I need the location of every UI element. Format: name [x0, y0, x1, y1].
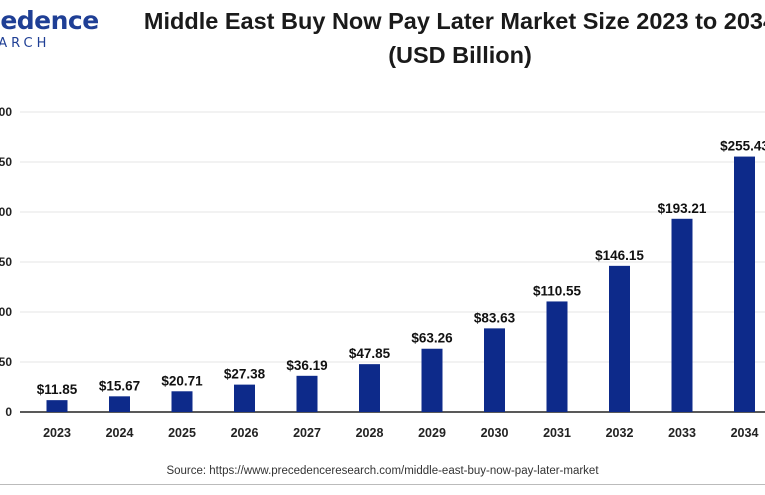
bar	[296, 375, 318, 412]
bar-value-label: $11.85	[37, 382, 78, 397]
y-tick-label: 300	[0, 105, 12, 119]
source-note: Source: https://www.precedenceresearch.c…	[166, 465, 599, 477]
bar-value-label: $47.85	[349, 346, 391, 361]
x-tick-label: 2023	[43, 426, 71, 440]
bar	[734, 156, 755, 412]
x-tick-label: 2026	[231, 426, 259, 440]
x-tick-label: 2033	[668, 426, 696, 440]
bar-value-label: $110.55	[533, 283, 582, 298]
bar	[609, 265, 630, 412]
bar	[109, 396, 130, 412]
bar-value-label: $63.26	[411, 331, 453, 346]
bar	[46, 400, 68, 412]
bar-value-label: $83.63	[474, 310, 516, 325]
y-tick-label: 100	[0, 305, 12, 319]
y-tick-label: 200	[0, 205, 12, 219]
bar	[359, 364, 380, 412]
bar-value-label: $193.21	[658, 201, 707, 216]
x-tick-label: 2025	[168, 426, 196, 440]
bar-value-label: $27.38	[224, 367, 266, 382]
bar-value-label: $20.71	[161, 373, 203, 388]
x-tick-label: 2030	[481, 426, 509, 440]
bar	[671, 218, 693, 412]
logo-word-top: cedence	[0, 6, 99, 35]
x-tick-label: 2031	[543, 426, 571, 440]
x-tick-label: 2028	[356, 426, 384, 440]
x-tick-label: 2034	[731, 426, 759, 440]
y-tick-label: 150	[0, 255, 12, 269]
y-tick-label: 250	[0, 155, 12, 169]
bar-value-label: $255.43	[720, 139, 765, 154]
x-tick-label: 2032	[606, 426, 634, 440]
y-tick-label: 0	[5, 405, 12, 419]
bar	[546, 301, 568, 412]
bar-value-label: $15.67	[99, 378, 140, 393]
x-tick-label: 2027	[293, 426, 321, 440]
bar	[234, 384, 255, 412]
bar-value-label: $36.19	[286, 358, 327, 373]
bar	[484, 328, 505, 412]
x-tick-label: 2024	[106, 426, 134, 440]
chart-title-line-1: Middle East Buy Now Pay Later Market Siz…	[143, 8, 765, 34]
x-tick-label: 2029	[418, 426, 446, 440]
bar	[421, 348, 443, 412]
chart-title: Middle East Buy Now Pay Later Market Siz…	[110, 4, 765, 72]
bottom-divider	[0, 484, 765, 485]
bar-chart: 0 50 100 150 200 250 300 $11.85 2023 $15.67 2024 $2…	[0, 105, 765, 440]
bar	[171, 391, 193, 412]
bar-value-label: $146.15	[595, 248, 644, 263]
logo-word-bottom: EARCH	[0, 36, 51, 51]
y-tick-label: 50	[0, 355, 12, 369]
brand-logo: cedence EARCH	[0, 6, 99, 58]
chart-title-line-2: (USD Billion)	[388, 42, 532, 68]
